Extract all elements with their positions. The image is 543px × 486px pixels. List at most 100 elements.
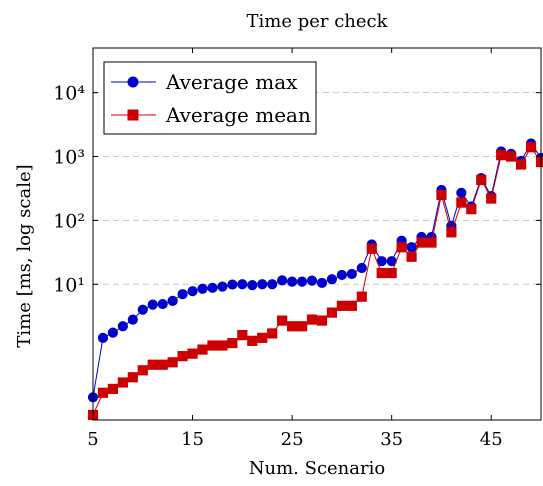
data-point-average-max — [306, 275, 318, 286]
data-point-average-mean — [426, 237, 437, 248]
data-point-average-mean — [336, 300, 347, 311]
legend-box — [103, 61, 317, 135]
data-point-average-mean — [167, 357, 178, 368]
y-tick-label: 10³ — [53, 147, 85, 169]
data-point-average-max — [296, 276, 308, 287]
data-point-average-mean — [306, 314, 318, 325]
data-point-average-mean — [406, 251, 417, 262]
data-point-average-max — [267, 279, 278, 290]
data-point-average-mean — [476, 174, 487, 186]
data-point-average-mean — [396, 242, 407, 253]
series-line-average-max — [92, 142, 542, 398]
data-point-average-mean — [97, 387, 109, 398]
data-point-average-mean — [496, 150, 507, 161]
x-tick-label: 5 — [87, 429, 98, 450]
data-point-average-mean — [107, 383, 119, 395]
data-point-average-mean — [296, 321, 308, 332]
data-point-average-max — [107, 327, 119, 338]
x-tick-label: 15 — [181, 429, 204, 450]
legend: Average max Average mean — [103, 61, 317, 135]
data-point-average-mean — [277, 315, 288, 326]
data-point-average-max — [287, 276, 298, 287]
data-point-average-max — [127, 314, 138, 325]
legend-label-average-max: Average max — [165, 70, 298, 94]
data-point-average-max — [316, 277, 328, 289]
data-point-average-max — [406, 242, 417, 253]
data-point-average-mean — [287, 321, 298, 332]
data-point-average-mean — [237, 330, 248, 341]
data-point-average-max — [336, 269, 347, 281]
data-point-average-mean — [227, 337, 238, 349]
data-point-average-max — [257, 279, 268, 290]
data-point-average-max — [147, 299, 158, 310]
x-axis-label: Num. Scenario — [249, 458, 385, 479]
data-point-average-mean — [137, 365, 148, 376]
data-point-average-mean — [456, 197, 467, 208]
data-point-average-mean — [535, 156, 543, 168]
data-point-average-mean — [376, 267, 387, 279]
data-point-average-max — [217, 281, 228, 292]
data-point-average-max — [346, 268, 357, 280]
data-point-average-max — [167, 295, 178, 306]
legend-entry-average-mean: Average mean — [111, 103, 311, 127]
data-point-average-mean — [247, 335, 258, 346]
data-point-average-max — [277, 275, 288, 286]
legend-entry-average-max: Average max — [111, 70, 298, 94]
data-point-average-mean — [436, 189, 447, 201]
plot-frame — [92, 47, 542, 421]
data-point-average-max — [247, 280, 258, 291]
data-point-average-mean — [187, 348, 198, 359]
data-point-average-max — [197, 283, 208, 294]
data-point-average-mean — [486, 193, 497, 204]
data-point-average-mean — [117, 377, 128, 388]
data-point-average-mean — [366, 243, 377, 254]
data-point-average-max — [117, 321, 128, 332]
data-point-average-max — [326, 274, 338, 285]
data-point-average-mean — [446, 227, 457, 238]
data-point-average-mean — [267, 328, 278, 339]
data-point-average-mean — [316, 315, 328, 326]
data-point-average-mean — [466, 204, 477, 215]
data-point-average-mean — [506, 151, 517, 162]
data-point-average-mean — [157, 359, 168, 370]
chart-title: Time per check — [246, 11, 388, 32]
data-point-average-max — [456, 187, 467, 198]
legend-marker-average-mean — [127, 109, 139, 121]
data-point-average-max — [137, 304, 148, 315]
y-tick-label: 10² — [53, 210, 85, 232]
data-point-average-mean — [386, 267, 397, 279]
data-point-average-mean — [127, 372, 138, 383]
data-point-average-max — [97, 332, 109, 343]
data-point-average-max — [157, 298, 168, 310]
x-tick-label: 35 — [380, 429, 403, 450]
legend-label-average-mean: Average mean — [165, 103, 311, 127]
axis-ticks: 10¹ 10² 10³ 10⁴ 5 15 25 35 45 — [53, 48, 541, 450]
data-point-average-mean — [525, 142, 537, 153]
data-point-average-mean — [207, 340, 218, 351]
data-point-average-max — [207, 282, 218, 293]
data-point-average-mean — [177, 351, 188, 362]
data-point-average-mean — [147, 359, 158, 370]
data-point-average-max — [177, 289, 188, 300]
y-tick-label: 10¹ — [53, 274, 85, 296]
x-tick-label: 45 — [480, 429, 503, 450]
data-point-average-max — [356, 262, 367, 274]
y-axis-label: Time [ms, log scale] — [14, 164, 35, 347]
data-point-average-mean — [515, 159, 527, 170]
data-point-average-max — [187, 286, 198, 297]
data-point-average-mean — [416, 237, 427, 248]
y-tick-label: 10⁴ — [53, 83, 85, 105]
data-point-average-mean — [346, 300, 357, 311]
x-tick-label: 25 — [281, 429, 304, 450]
data-point-average-max — [227, 279, 238, 290]
data-point-average-mean — [197, 344, 208, 355]
data-point-average-mean — [356, 291, 367, 302]
data-point-average-max — [237, 279, 248, 290]
data-point-average-mean — [257, 332, 268, 343]
series-average-mean — [87, 142, 543, 421]
data-point-average-mean — [326, 307, 338, 318]
legend-marker-average-max — [127, 76, 139, 88]
plot-series — [87, 138, 543, 421]
data-point-average-mean — [217, 340, 228, 351]
